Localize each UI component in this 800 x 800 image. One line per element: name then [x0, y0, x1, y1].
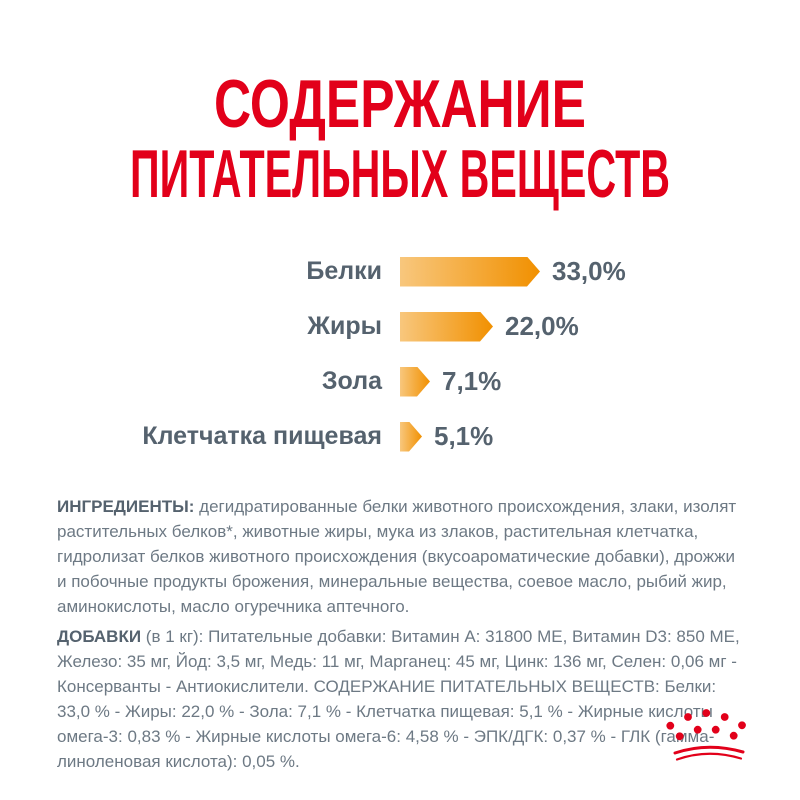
nutrient-bar-chart: Белки 33,0% Жиры 22,0% Зола 7,1% Клетчат…	[0, 244, 800, 464]
ingredients-text: дегидратированные белки животного происх…	[57, 497, 737, 616]
bar-arrow	[400, 367, 430, 397]
bar-arrow	[400, 312, 493, 342]
additives-text: (в 1 кг): Питательные добавки: Витамин A…	[57, 627, 740, 771]
bar-value: 7,1%	[442, 366, 502, 396]
page-title-line1: СОДЕРЖАНИЕ	[214, 66, 586, 142]
label-text-block: ИНГРЕДИЕНТЫ: дегидратированные белки жив…	[57, 494, 749, 779]
additives-lead: ДОБАВКИ	[57, 627, 142, 646]
bar-label: Белки	[306, 257, 382, 285]
page-title: СОДЕРЖАНИЕ ПИТАТЕЛЬНЫХ ВЕЩЕСТВ	[130, 66, 670, 212]
bar-value: 5,1%	[434, 421, 494, 451]
additives-paragraph: ДОБАВКИ (в 1 кг): Питательные добавки: В…	[57, 624, 749, 774]
page-title-line2: ПИТАТЕЛЬНЫХ ВЕЩЕСТВ	[130, 136, 670, 212]
ingredients-paragraph: ИНГРЕДИЕНТЫ: дегидратированные белки жив…	[57, 494, 749, 619]
bar-arrow	[400, 422, 422, 452]
bar-label: Зола	[321, 367, 382, 395]
bar-value: 22,0%	[505, 311, 579, 341]
chart-row-ash: Зола 7,1%	[0, 354, 800, 409]
chart-row-fibre: Клетчатка пищевая 5,1%	[0, 409, 800, 464]
bar-label: Жиры	[307, 312, 382, 340]
chart-row-fat: Жиры 22,0%	[0, 299, 800, 354]
bar-value: 33,0%	[552, 256, 626, 286]
chart-row-protein: Белки 33,0%	[0, 244, 800, 299]
bar-arrow	[400, 257, 540, 287]
royal-canin-crown-icon	[666, 709, 746, 761]
ingredients-lead: ИНГРЕДИЕНТЫ:	[57, 497, 195, 516]
bar-label: Клетчатка пищевая	[142, 422, 382, 450]
